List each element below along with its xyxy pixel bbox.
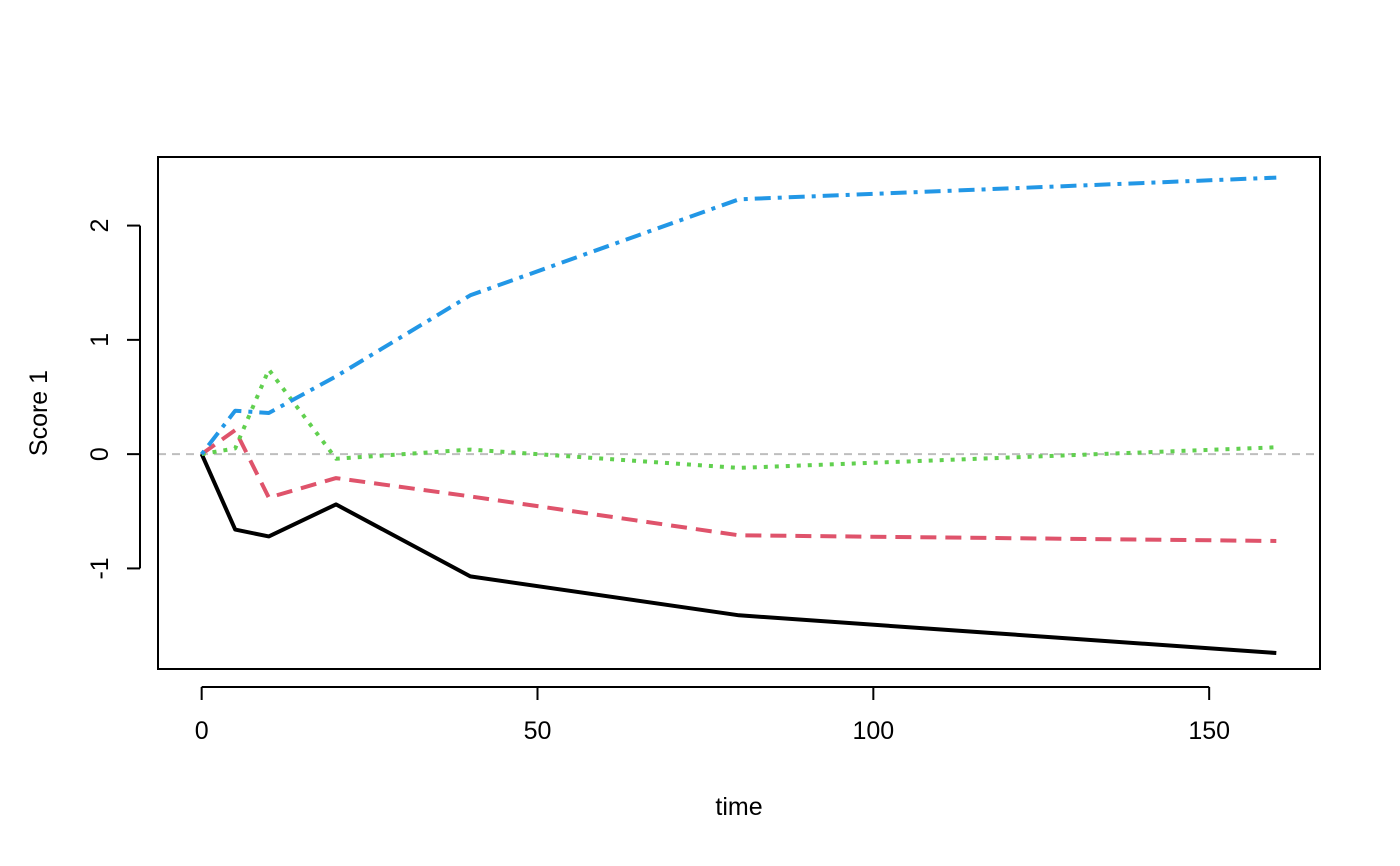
series-line-2 (200, 428, 1277, 543)
y-axis-label: Score 1 (25, 370, 53, 456)
series-line-3 (201, 367, 1277, 470)
y-tick-label: 0 (86, 447, 114, 461)
y-tick-label: -1 (86, 557, 114, 579)
x-axis-label: time (715, 793, 762, 821)
y-axis: -1 0 1 2 (86, 219, 141, 580)
x-tick-label: 0 (195, 717, 209, 745)
series-layer (199, 175, 1277, 655)
x-tick-label: 50 (524, 717, 552, 745)
y-tick-label: 1 (86, 333, 114, 347)
series-line-1 (199, 453, 1277, 655)
series-line-4 (200, 175, 1277, 456)
y-tick-label: 2 (86, 219, 114, 233)
plot-area-border (157, 156, 1321, 670)
x-tick-label: 100 (852, 717, 894, 745)
x-tick-label: 150 (1188, 717, 1230, 745)
x-axis: 0 50 100 150 (195, 686, 1230, 745)
